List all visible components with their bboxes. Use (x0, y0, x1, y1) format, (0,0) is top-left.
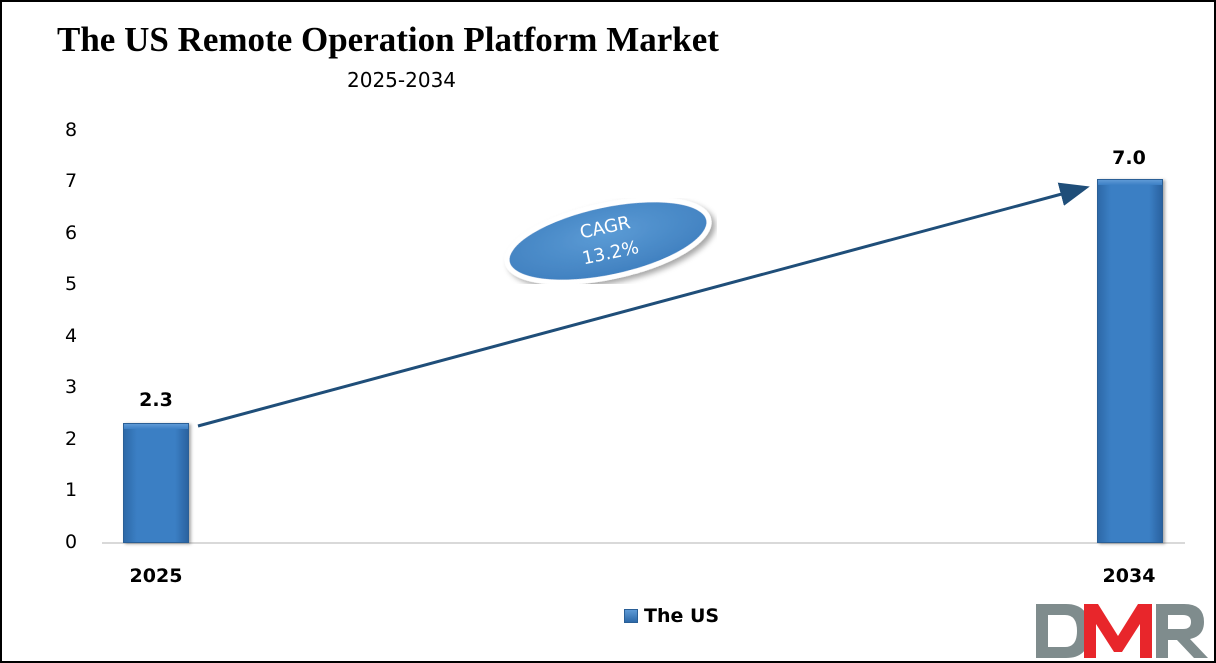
bar-2025 (123, 423, 189, 543)
y-tick-8: 8 (65, 119, 78, 141)
chart-subtitle: 2025-2034 (347, 68, 457, 92)
cagr-badge: CAGR 13.2% (499, 198, 717, 284)
legend-label: The US (644, 605, 720, 627)
legend-swatch-icon (624, 609, 638, 623)
bar-2034 (1097, 179, 1163, 543)
x-axis-line (102, 542, 1185, 544)
y-tick-2: 2 (65, 428, 78, 450)
chart-title: The US Remote Operation Platform Market (57, 20, 719, 59)
bar-value-label-2034: 7.0 (1112, 147, 1146, 169)
dmr-logo-icon (1036, 604, 1208, 658)
x-label-2025: 2025 (129, 565, 183, 587)
y-tick-3: 3 (65, 376, 78, 398)
x-label-2034: 2034 (1102, 565, 1156, 587)
y-tick-4: 4 (65, 325, 78, 347)
cagr-ellipse-icon (504, 198, 712, 284)
y-tick-1: 1 (65, 479, 78, 501)
bar-value-label-2025: 2.3 (139, 389, 173, 411)
legend: The US (624, 605, 719, 627)
y-tick-7: 7 (65, 170, 78, 192)
y-tick-5: 5 (65, 273, 78, 295)
y-tick-0: 0 (65, 531, 78, 553)
y-tick-6: 6 (65, 222, 78, 244)
